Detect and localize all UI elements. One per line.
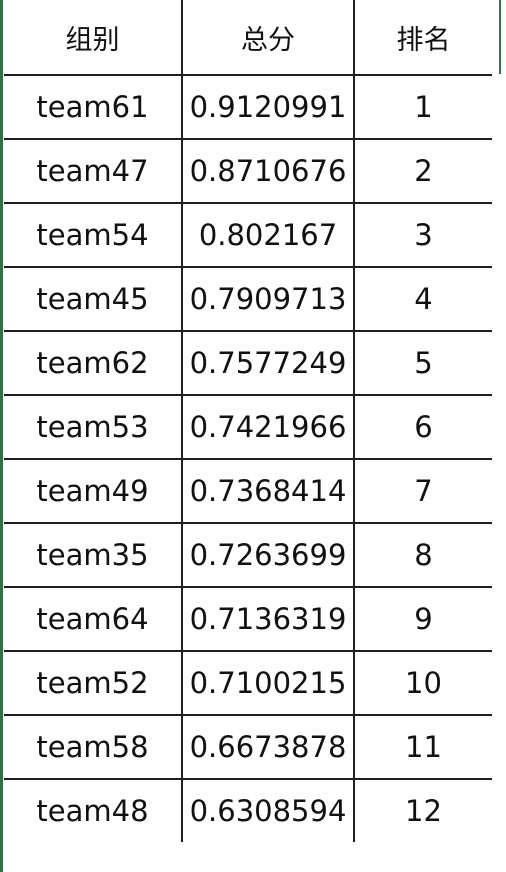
cell-rank: 4 bbox=[353, 266, 492, 332]
table-row: team47 0.8710676 2 bbox=[4, 138, 492, 204]
header-team: 组别 bbox=[4, 0, 183, 76]
cell-score: 0.7421966 bbox=[181, 394, 355, 460]
table-row: team53 0.7421966 6 bbox=[4, 394, 492, 460]
cell-score: 0.9120991 bbox=[181, 74, 355, 140]
header-row: 组别 总分 排名 bbox=[4, 0, 492, 76]
cell-team: team48 bbox=[4, 778, 183, 842]
table-row: team54 0.802167 3 bbox=[4, 202, 492, 268]
cell-score: 0.802167 bbox=[181, 202, 355, 268]
table-row: team35 0.7263699 8 bbox=[4, 522, 492, 588]
cell-team: team35 bbox=[4, 522, 183, 588]
table-row: team45 0.7909713 4 bbox=[4, 266, 492, 332]
header-rank: 排名 bbox=[353, 0, 492, 76]
cell-team: team45 bbox=[4, 266, 183, 332]
table-row: team61 0.9120991 1 bbox=[4, 74, 492, 140]
table-row: team48 0.6308594 12 bbox=[4, 778, 492, 842]
cell-score: 0.6673878 bbox=[181, 714, 355, 780]
table-row: team62 0.7577249 5 bbox=[4, 330, 492, 396]
cell-team: team49 bbox=[4, 458, 183, 524]
cell-team: team64 bbox=[4, 586, 183, 652]
table-row: team58 0.6673878 11 bbox=[4, 714, 492, 780]
cell-rank: 6 bbox=[353, 394, 492, 460]
cell-score: 0.8710676 bbox=[181, 138, 355, 204]
cell-score: 0.6308594 bbox=[181, 778, 355, 842]
cell-rank: 1 bbox=[353, 74, 492, 140]
cell-rank: 9 bbox=[353, 586, 492, 652]
ranking-body: team61 0.9120991 1 team47 0.8710676 2 team54 0.… bbox=[4, 74, 492, 842]
table-row: team64 0.7136319 9 bbox=[4, 586, 492, 652]
cell-rank: 10 bbox=[353, 650, 492, 716]
table-row: team52 0.7100215 10 bbox=[4, 650, 492, 716]
cell-rank: 12 bbox=[353, 778, 492, 842]
cell-score: 0.7263699 bbox=[181, 522, 355, 588]
cell-score: 0.7577249 bbox=[181, 330, 355, 396]
header-score: 总分 bbox=[181, 0, 355, 76]
cell-rank: 3 bbox=[353, 202, 492, 268]
cell-score: 0.7136319 bbox=[181, 586, 355, 652]
cell-rank: 7 bbox=[353, 458, 492, 524]
window-edge-strip-right bbox=[499, 0, 501, 74]
cell-team: team53 bbox=[4, 394, 183, 460]
cell-rank: 2 bbox=[353, 138, 492, 204]
cell-team: team47 bbox=[4, 138, 183, 204]
cell-rank: 11 bbox=[353, 714, 492, 780]
cell-score: 0.7368414 bbox=[181, 458, 355, 524]
cell-rank: 8 bbox=[353, 522, 492, 588]
ranking-table: 组别 总分 排名 team61 0.9120991 1 team47 0.8710676… bbox=[4, 0, 492, 842]
cell-team: team61 bbox=[4, 74, 183, 140]
window-edge-strip-left bbox=[0, 0, 3, 872]
cell-team: team62 bbox=[4, 330, 183, 396]
cell-score: 0.7100215 bbox=[181, 650, 355, 716]
cell-team: team54 bbox=[4, 202, 183, 268]
table-row: team49 0.7368414 7 bbox=[4, 458, 492, 524]
cell-score: 0.7909713 bbox=[181, 266, 355, 332]
cell-team: team52 bbox=[4, 650, 183, 716]
cell-team: team58 bbox=[4, 714, 183, 780]
cell-rank: 5 bbox=[353, 330, 492, 396]
